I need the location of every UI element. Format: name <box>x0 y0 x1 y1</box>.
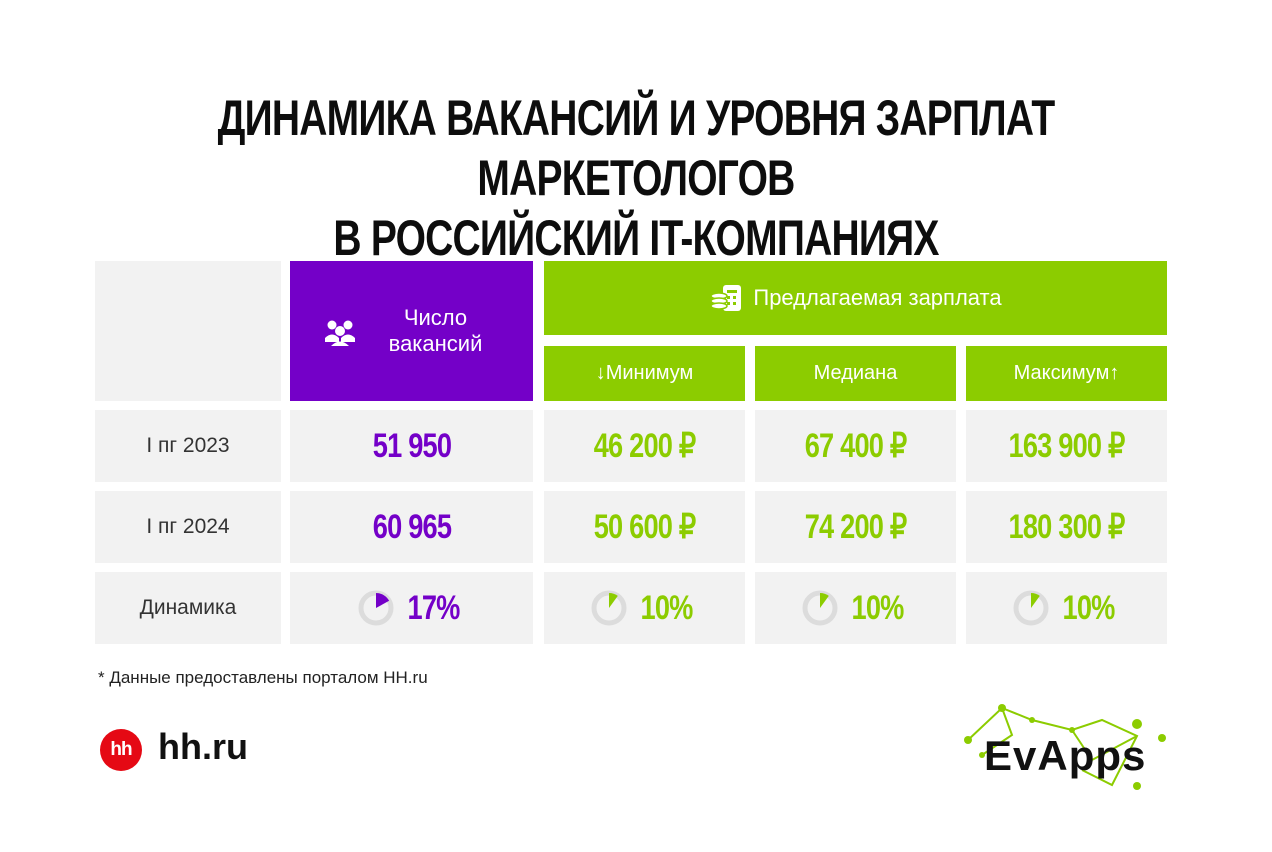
table-row-label: I пг 2024 <box>95 491 281 563</box>
median-2024: 74 200 ₽ <box>804 508 907 546</box>
title-line-2: в российский IT-компаниях <box>333 210 939 266</box>
table-cell: 17% <box>290 572 533 644</box>
table-row-label: I пг 2023 <box>95 410 281 482</box>
page-title: Динамика вакансий и уровня зарплат марке… <box>140 88 1132 268</box>
table-row-label: Динамика <box>95 572 281 644</box>
table-cell: 10% <box>755 572 956 644</box>
table-cell: 10% <box>966 572 1167 644</box>
table-cell: 60 965 <box>290 491 533 563</box>
vacancies-2024: 60 965 <box>372 507 451 546</box>
max-2024: 180 300 ₽ <box>1008 508 1125 546</box>
header-vacancies: Число вакансий <box>290 261 533 401</box>
min-dynamics-pie <box>591 590 627 626</box>
row-label-dynamics: Динамика <box>139 596 237 619</box>
table-cell: 50 600 ₽ <box>544 491 745 563</box>
min-2024: 50 600 ₽ <box>593 508 696 546</box>
evapps-logo: EvApps <box>964 704 1166 790</box>
footnote: * Данные предоставлены порталом HH.ru <box>98 668 428 687</box>
table-cell: 10% <box>544 572 745 644</box>
salary-header-label: Предлагаемая зарплата <box>753 285 1002 310</box>
header-median: Медиана <box>755 346 956 401</box>
min-header-label: ↓Минимум <box>595 362 694 384</box>
pie-wedge <box>375 593 390 608</box>
header-salary: Предлагаемая зарплата <box>544 261 1167 335</box>
pie-wedge <box>819 593 829 608</box>
vacancies-header-label: Число вакансий <box>388 305 483 356</box>
vacancies-2023: 51 950 <box>372 426 451 465</box>
max-dynamics-pie <box>1013 590 1049 626</box>
header-corner-cell <box>95 261 281 401</box>
evapps-text: EvApps <box>984 732 1146 779</box>
table-cell: 46 200 ₽ <box>544 410 745 482</box>
table-cell: 180 300 ₽ <box>966 491 1167 563</box>
median-header-label: Медиана <box>813 362 898 384</box>
min-2023: 46 200 ₽ <box>593 427 696 465</box>
median-dynamics: 10% <box>851 588 904 627</box>
median-2023: 67 400 ₽ <box>804 427 907 465</box>
hh-brand-text: hh.ru <box>158 726 248 767</box>
hh-logo-icon: hh <box>100 729 142 771</box>
vacancies-dynamics: 17% <box>407 588 460 627</box>
pie-wedge <box>608 593 618 608</box>
max-2023: 163 900 ₽ <box>1008 427 1125 465</box>
median-dynamics-pie <box>802 590 838 626</box>
table-cell: 51 950 <box>290 410 533 482</box>
table-cell: 163 900 ₽ <box>966 410 1167 482</box>
header-min: ↓Минимум <box>544 346 745 401</box>
max-dynamics: 10% <box>1062 588 1115 627</box>
min-dynamics: 10% <box>640 588 693 627</box>
title-line-1: Динамика вакансий и уровня зарплат марке… <box>217 90 1056 206</box>
max-header-label: Максимум↑ <box>1013 362 1120 384</box>
vacancies-dynamics-pie <box>358 590 394 626</box>
header-max: Максимум↑ <box>966 346 1167 401</box>
coins-icon <box>710 285 742 311</box>
row-label-2023: I пг 2023 <box>146 434 230 457</box>
pie-wedge <box>1030 593 1040 608</box>
people-icon <box>324 320 355 346</box>
table-cell: 67 400 ₽ <box>755 410 956 482</box>
row-label-2024: I пг 2024 <box>146 515 230 538</box>
table-cell: 74 200 ₽ <box>755 491 956 563</box>
